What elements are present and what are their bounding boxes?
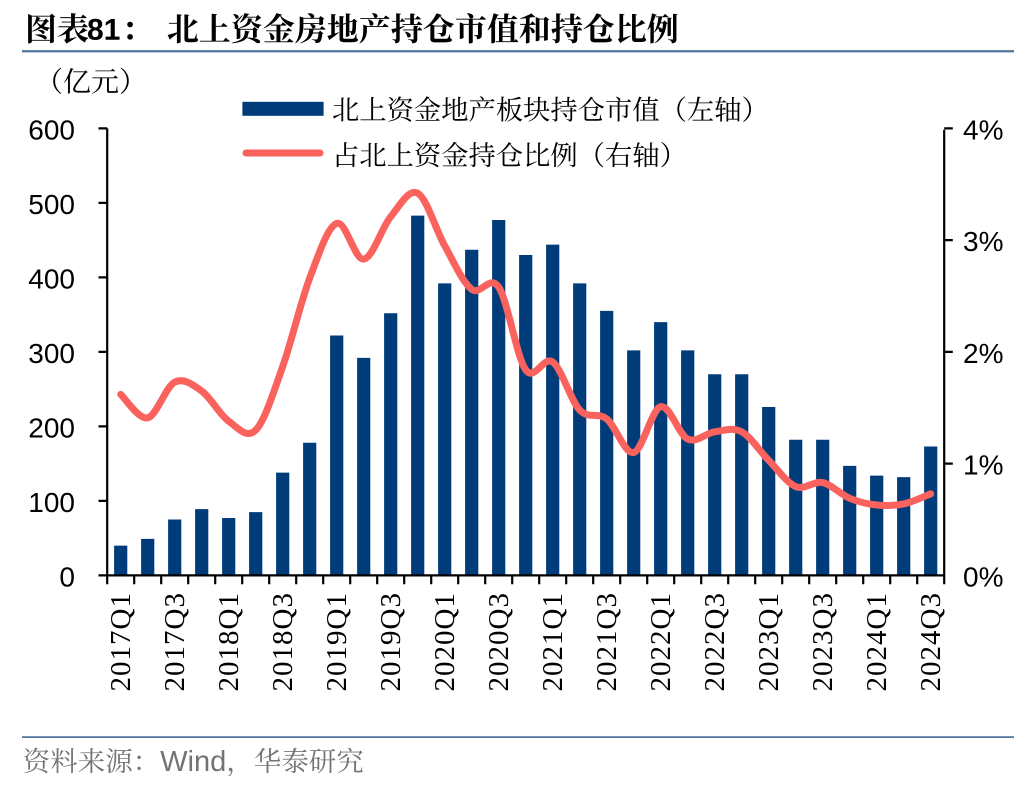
svg-text:2021Q1: 2021Q1 [537, 592, 569, 691]
svg-text:2023Q3: 2023Q3 [807, 592, 839, 691]
svg-text:2017Q3: 2017Q3 [159, 592, 191, 691]
svg-text:4%: 4% [963, 114, 1003, 145]
svg-text:2023Q1: 2023Q1 [753, 592, 785, 691]
svg-text:600: 600 [28, 114, 75, 145]
svg-text:2022Q3: 2022Q3 [699, 592, 731, 691]
svg-text:2024Q1: 2024Q1 [861, 592, 893, 691]
svg-text:0: 0 [59, 561, 75, 592]
svg-text:100: 100 [28, 487, 75, 518]
svg-text:0%: 0% [963, 561, 1003, 592]
svg-text:2020Q1: 2020Q1 [429, 592, 461, 691]
svg-text:300: 300 [28, 338, 75, 369]
svg-text:200: 200 [28, 412, 75, 443]
svg-text:1%: 1% [963, 450, 1003, 481]
svg-text:2020Q3: 2020Q3 [483, 592, 515, 691]
svg-text:2021Q3: 2021Q3 [591, 592, 623, 691]
svg-text:2018Q1: 2018Q1 [213, 592, 245, 691]
svg-text:3%: 3% [963, 226, 1003, 257]
svg-text:2%: 2% [963, 338, 1003, 369]
svg-text:2018Q3: 2018Q3 [267, 592, 299, 691]
svg-text:400: 400 [28, 263, 75, 294]
svg-text:2019Q1: 2019Q1 [321, 592, 353, 691]
svg-text:2024Q3: 2024Q3 [915, 592, 947, 691]
svg-text:2017Q1: 2017Q1 [105, 592, 137, 691]
svg-text:2019Q3: 2019Q3 [375, 592, 407, 691]
svg-text:500: 500 [28, 189, 75, 220]
svg-text:2022Q1: 2022Q1 [645, 592, 677, 691]
